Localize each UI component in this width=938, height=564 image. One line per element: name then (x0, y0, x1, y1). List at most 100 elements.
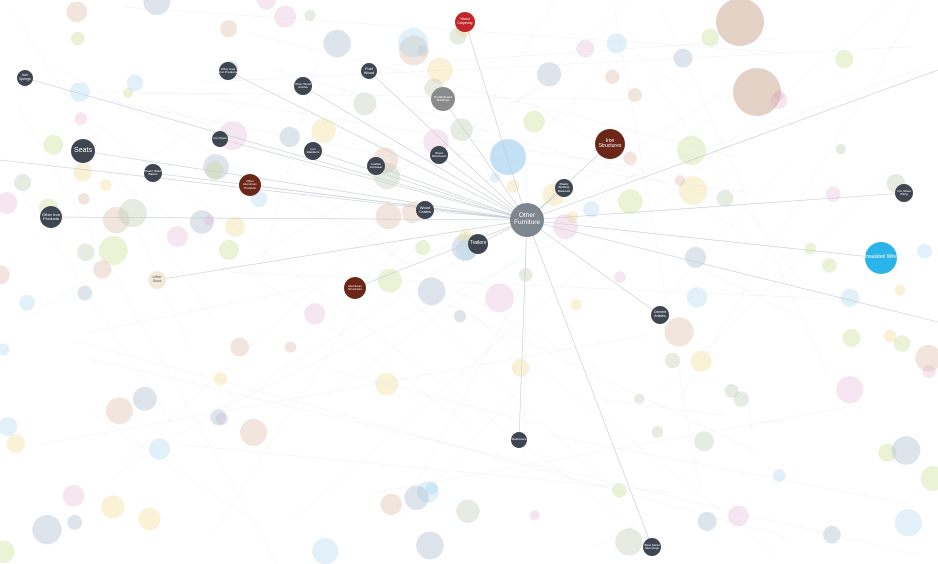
edge (227, 70, 528, 221)
node-label-box: Iron Sheet Piling (897, 189, 911, 195)
background-node (380, 493, 402, 515)
node-label: Insulated Wire (865, 254, 897, 261)
node-label-box: Iron Structures (598, 137, 622, 149)
node[interactable]: Other Iron Products (40, 206, 62, 228)
background-node (101, 495, 125, 519)
background-node (73, 162, 93, 182)
node[interactable]: Leather Footwear (367, 157, 385, 175)
background-edge (139, 93, 228, 95)
node[interactable]: Iron Structures (595, 129, 625, 159)
background-edge (531, 103, 750, 237)
node[interactable]: Plastic Building Materials (555, 179, 573, 197)
node-label-box: Fuel Wood (363, 65, 375, 75)
node-label: Other Furniture (513, 212, 540, 226)
background-node (664, 317, 694, 347)
background-node (205, 161, 224, 179)
background-node (274, 5, 297, 28)
background-node (240, 418, 268, 446)
node[interactable]: Other Aluminium Products (239, 174, 261, 196)
node[interactable]: Mattresses (511, 432, 527, 448)
edge (219, 138, 528, 221)
node[interactable]: Other Cast Iron Products (219, 62, 237, 80)
node[interactable]: Iron Pipes (212, 131, 228, 147)
node[interactable]: Insulated Wire (865, 242, 897, 274)
node[interactable]: Iron Springs (17, 70, 33, 86)
background-node (605, 69, 620, 84)
node-label: Plastic Building Materials (557, 182, 571, 193)
background-edge (323, 117, 714, 398)
background-edge (182, 444, 670, 493)
node[interactable]: Trailers (468, 234, 488, 254)
node-label: Other Wood Articles (294, 81, 312, 89)
node-label: Iron Structures (598, 137, 622, 149)
background-edge (112, 175, 192, 350)
background-edge (274, 69, 717, 199)
node-circle (17, 70, 33, 86)
node-circle (239, 174, 261, 196)
node[interactable]: Wood Fiberboard (430, 146, 448, 164)
background-node (415, 240, 431, 256)
background-node (893, 335, 911, 352)
edge (526, 219, 653, 548)
background-node (0, 540, 15, 564)
node[interactable]: Other Furniture (510, 203, 544, 237)
node-label: Seats (74, 147, 92, 155)
background-node (733, 391, 749, 407)
background-node (617, 189, 643, 214)
background-node (78, 193, 90, 205)
node[interactable]: Seats (71, 139, 95, 163)
edge (0, 159, 528, 221)
background-node (311, 118, 336, 144)
node-label: Wood Crates (419, 204, 431, 214)
background-edge (22, 193, 174, 426)
background-node (690, 350, 712, 372)
node-circle (367, 157, 385, 175)
background-edge (746, 390, 753, 431)
background-node (102, 206, 130, 234)
node-circle (71, 139, 95, 163)
background-node (835, 143, 846, 155)
background-node (220, 20, 238, 38)
background-edge (88, 287, 308, 333)
node[interactable]: Cement Articles (651, 306, 669, 324)
node-label: Leather Footwear (369, 161, 383, 169)
node[interactable]: Other Wood Articles (294, 77, 312, 95)
node-label-box: Other Iron Products (41, 211, 60, 221)
node[interactable]: Wood Carpentry (455, 12, 475, 32)
background-edge (16, 102, 277, 564)
node[interactable]: Base Metal Mountings (643, 538, 661, 556)
node-label: Other Iron Products (41, 211, 60, 221)
background-node (840, 288, 860, 308)
node[interactable]: Aluminium Structures (344, 277, 366, 299)
node[interactable]: Plastic Wash Basins (144, 164, 162, 182)
background-node (836, 375, 864, 404)
node[interactable]: Wood Crates (416, 201, 434, 219)
background-node (6, 434, 25, 453)
node[interactable]: Fuel Wood (361, 63, 377, 79)
background-node (312, 538, 339, 564)
node[interactable]: Letter Stock (148, 271, 166, 289)
node[interactable]: Iron Sheet Piling (895, 184, 913, 202)
background-node (0, 192, 18, 214)
background-node (511, 358, 530, 377)
edge (438, 154, 528, 221)
node-label-box: Prefabricated Buildings (434, 95, 452, 101)
edge (354, 219, 528, 289)
background-node (490, 139, 526, 175)
node[interactable]: Prefabricated Buildings (431, 87, 455, 111)
background-node (304, 9, 316, 22)
background-edge (258, 59, 320, 276)
node-label-box: Seats (74, 147, 92, 155)
background-node (0, 417, 18, 437)
background-edge (62, 70, 598, 370)
node-label-box: Plastic Building Materials (557, 182, 571, 193)
node[interactable]: Iron Radiators (304, 142, 322, 160)
background-node (398, 35, 429, 66)
background-edge (364, 140, 748, 193)
background-node (375, 372, 399, 396)
node-label: Fuel Wood (363, 65, 375, 75)
background-node (922, 365, 936, 379)
background-node (920, 465, 938, 491)
